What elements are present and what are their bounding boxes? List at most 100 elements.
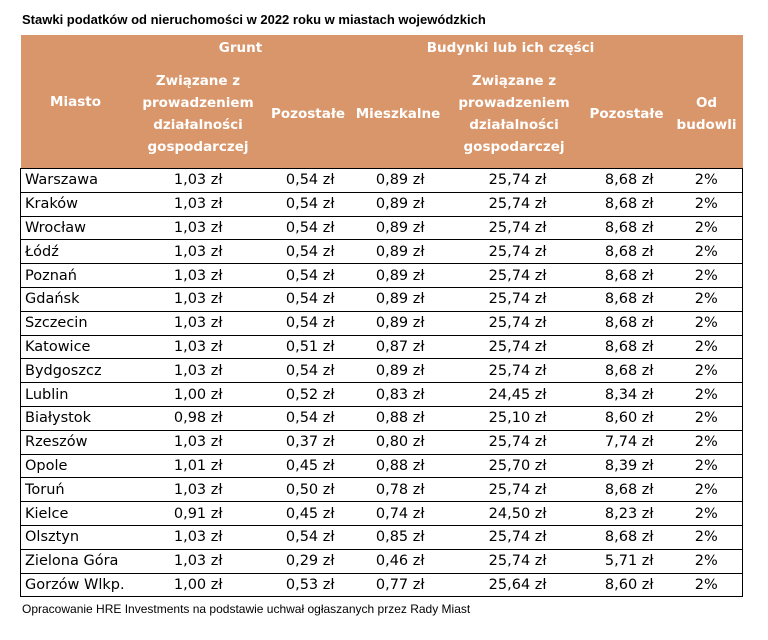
value-cell: 0,83 zł bbox=[350, 382, 446, 407]
value-cell: 1,03 zł bbox=[130, 477, 266, 502]
value-cell: 24,45 zł bbox=[445, 382, 583, 407]
value-cell: 0,89 zł bbox=[350, 358, 446, 383]
city-cell: Warszawa bbox=[20, 168, 131, 193]
table-row: Kraków 1,03 zł 0,54 zł 0,89 zł 25,74 zł 8,68 … bbox=[20, 191, 744, 217]
value-cell: 8,68 zł bbox=[582, 310, 671, 336]
column-header: Miasto bbox=[20, 35, 131, 169]
value-cell: 25,74 zł bbox=[445, 310, 583, 336]
value-cell: 25,10 zł bbox=[445, 405, 583, 431]
value-cell: 8,39 zł bbox=[582, 453, 671, 478]
table-row: Kielce 0,91 zł 0,45 zł 0,74 zł 24,50 zł 8,23 … bbox=[20, 501, 744, 526]
column-header: Mieszkalne bbox=[350, 60, 446, 169]
value-cell: 0,78 zł bbox=[350, 477, 446, 502]
value-cell: 0,77 zł bbox=[350, 572, 446, 598]
table-row: Lublin 1,00 zł 0,52 zł 0,83 zł 24,45 zł 8,34 … bbox=[20, 382, 744, 407]
value-cell: 2% bbox=[670, 501, 744, 526]
value-cell: 2% bbox=[670, 382, 744, 407]
value-cell: 0,54 zł bbox=[265, 310, 351, 336]
city-cell: Kraków bbox=[20, 191, 131, 217]
value-cell: 0,54 zł bbox=[265, 263, 351, 288]
value-cell: 1,03 zł bbox=[130, 191, 266, 217]
value-cell: 0,98 zł bbox=[130, 405, 266, 431]
table-row: Łódź 1,03 zł 0,54 zł 0,89 zł 25,74 zł 8,68 zł… bbox=[20, 239, 744, 264]
value-cell: 2% bbox=[670, 429, 744, 455]
column-header: Związane z prowadzeniem działalności gos… bbox=[445, 60, 583, 169]
value-cell: 25,74 zł bbox=[445, 334, 583, 359]
table-row: Katowice 1,03 zł 0,51 zł 0,87 zł 25,74 zł 8,6… bbox=[20, 334, 744, 359]
city-cell: Gdańsk bbox=[20, 286, 131, 312]
value-cell: 2% bbox=[670, 168, 744, 193]
city-cell: Opole bbox=[20, 453, 131, 478]
value-cell: 1,01 zł bbox=[130, 453, 266, 478]
group-header: Budynki lub ich części bbox=[350, 35, 671, 60]
value-cell: 8,23 zł bbox=[582, 501, 671, 526]
value-cell: 1,03 zł bbox=[130, 168, 266, 193]
value-cell: 8,68 zł bbox=[582, 168, 671, 193]
value-cell: 1,03 zł bbox=[130, 310, 266, 336]
city-cell: Białystok bbox=[20, 405, 131, 431]
value-cell: 1,03 zł bbox=[130, 286, 266, 312]
value-cell: 8,68 zł bbox=[582, 239, 671, 264]
value-cell: 8,34 zł bbox=[582, 382, 671, 407]
value-cell: 25,74 zł bbox=[445, 358, 583, 383]
value-cell: 0,88 zł bbox=[350, 405, 446, 431]
table-row: Wrocław 1,03 zł 0,54 zł 0,89 zł 25,74 zł 8,68… bbox=[20, 215, 744, 240]
value-cell: 2% bbox=[670, 477, 744, 502]
city-cell: Katowice bbox=[20, 334, 131, 359]
value-cell: 2% bbox=[670, 239, 744, 264]
value-cell: 25,74 zł bbox=[445, 429, 583, 455]
value-cell: 0,54 zł bbox=[265, 168, 351, 193]
value-cell: 8,68 zł bbox=[582, 263, 671, 288]
value-cell: 2% bbox=[670, 310, 744, 336]
city-cell: Olsztyn bbox=[20, 524, 131, 550]
value-cell: 0,50 zł bbox=[265, 477, 351, 502]
value-cell: 25,74 zł bbox=[445, 524, 583, 550]
city-cell: Poznań bbox=[20, 263, 131, 288]
city-cell: Lublin bbox=[20, 382, 131, 407]
value-cell: 24,50 zł bbox=[445, 501, 583, 526]
city-cell: Rzeszów bbox=[20, 429, 131, 455]
value-cell: 1,03 zł bbox=[130, 215, 266, 240]
value-cell: 0,53 zł bbox=[265, 572, 351, 598]
city-cell: Gorzów Wlkp. bbox=[20, 572, 131, 598]
table-row: Gdańsk 1,03 zł 0,54 zł 0,89 zł 25,74 zł 8,68 … bbox=[20, 286, 744, 312]
tax-table: Miasto Grunt Budynki lub ich części Zwią… bbox=[20, 35, 744, 598]
value-cell: 0,54 zł bbox=[265, 358, 351, 383]
value-cell: 0,85 zł bbox=[350, 524, 446, 550]
title: Stawki podatków od nieruchomości w 2022 … bbox=[22, 12, 486, 27]
value-cell: 0,80 zł bbox=[350, 429, 446, 455]
value-cell: 2% bbox=[670, 191, 744, 217]
value-cell: 1,03 zł bbox=[130, 429, 266, 455]
value-cell: 1,00 zł bbox=[130, 382, 266, 407]
value-cell: 8,68 zł bbox=[582, 215, 671, 240]
column-header: Od budowli bbox=[670, 60, 743, 169]
value-cell: 0,29 zł bbox=[265, 548, 351, 574]
value-cell: 0,54 zł bbox=[265, 191, 351, 217]
column-header: Pozostałe bbox=[265, 60, 351, 169]
value-cell: 1,03 zł bbox=[130, 358, 266, 383]
city-cell: Zielona Góra bbox=[20, 548, 131, 574]
value-cell: 1,03 zł bbox=[130, 524, 266, 550]
value-cell: 0,91 zł bbox=[130, 501, 266, 526]
header-cell bbox=[670, 35, 743, 60]
value-cell: 8,68 zł bbox=[582, 334, 671, 359]
value-cell: 2% bbox=[670, 453, 744, 478]
value-cell: 0,54 zł bbox=[265, 286, 351, 312]
table-row: Szczecin 1,03 zł 0,54 zł 0,89 zł 25,74 zł 8,6… bbox=[20, 310, 744, 336]
value-cell: 0,46 zł bbox=[350, 548, 446, 574]
column-header: Pozostałe bbox=[582, 60, 671, 169]
table-row: Toruń 1,03 zł 0,50 zł 0,78 zł 25,74 zł 8,68 z… bbox=[20, 477, 744, 502]
value-cell: 5,71 zł bbox=[582, 548, 671, 574]
table-row: Poznań 1,03 zł 0,54 zł 0,89 zł 25,74 zł 8,68 … bbox=[20, 263, 744, 288]
value-cell: 0,74 zł bbox=[350, 501, 446, 526]
table-row: Olsztyn 1,03 zł 0,54 zł 0,85 zł 25,74 zł 8,68… bbox=[20, 524, 744, 550]
value-cell: 25,74 zł bbox=[445, 548, 583, 574]
column-header: Związane z prowadzeniem działalności gos… bbox=[130, 60, 266, 169]
value-cell: 2% bbox=[670, 572, 744, 598]
table-row: Rzeszów 1,03 zł 0,37 zł 0,80 zł 25,74 zł 7,74… bbox=[20, 429, 744, 455]
value-cell: 0,89 zł bbox=[350, 191, 446, 217]
value-cell: 8,68 zł bbox=[582, 191, 671, 217]
value-cell: 0,37 zł bbox=[265, 429, 351, 455]
value-cell: 1,00 zł bbox=[130, 572, 266, 598]
table-row: Bydgoszcz 1,03 zł 0,54 zł 0,89 zł 25,74 zł 8,… bbox=[20, 358, 744, 383]
